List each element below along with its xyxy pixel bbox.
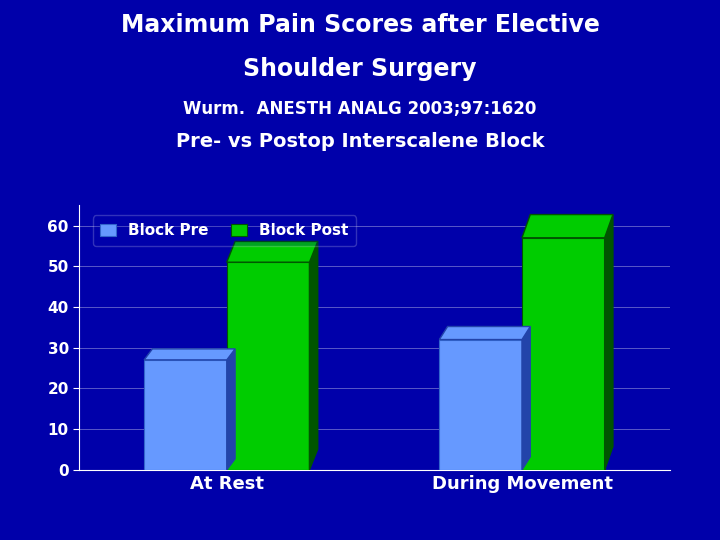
- Legend: Block Pre, Block Post: Block Pre, Block Post: [93, 215, 356, 246]
- Text: Shoulder Surgery: Shoulder Surgery: [243, 57, 477, 80]
- Text: Pre- vs Postop Interscalene Block: Pre- vs Postop Interscalene Block: [176, 132, 544, 151]
- Text: Wurm.  ANESTH ANALG 2003;97:1620: Wurm. ANESTH ANALG 2003;97:1620: [184, 100, 536, 118]
- Bar: [144, 360, 227, 470]
- Polygon shape: [522, 327, 530, 470]
- Polygon shape: [227, 349, 235, 470]
- Polygon shape: [522, 214, 613, 238]
- Polygon shape: [144, 349, 235, 360]
- Polygon shape: [605, 214, 613, 470]
- Polygon shape: [439, 327, 530, 340]
- Bar: [439, 340, 522, 470]
- Polygon shape: [227, 241, 318, 262]
- Bar: [522, 238, 605, 470]
- Polygon shape: [310, 241, 318, 470]
- Text: Maximum Pain Scores after Elective: Maximum Pain Scores after Elective: [120, 14, 600, 37]
- Bar: [227, 262, 310, 470]
